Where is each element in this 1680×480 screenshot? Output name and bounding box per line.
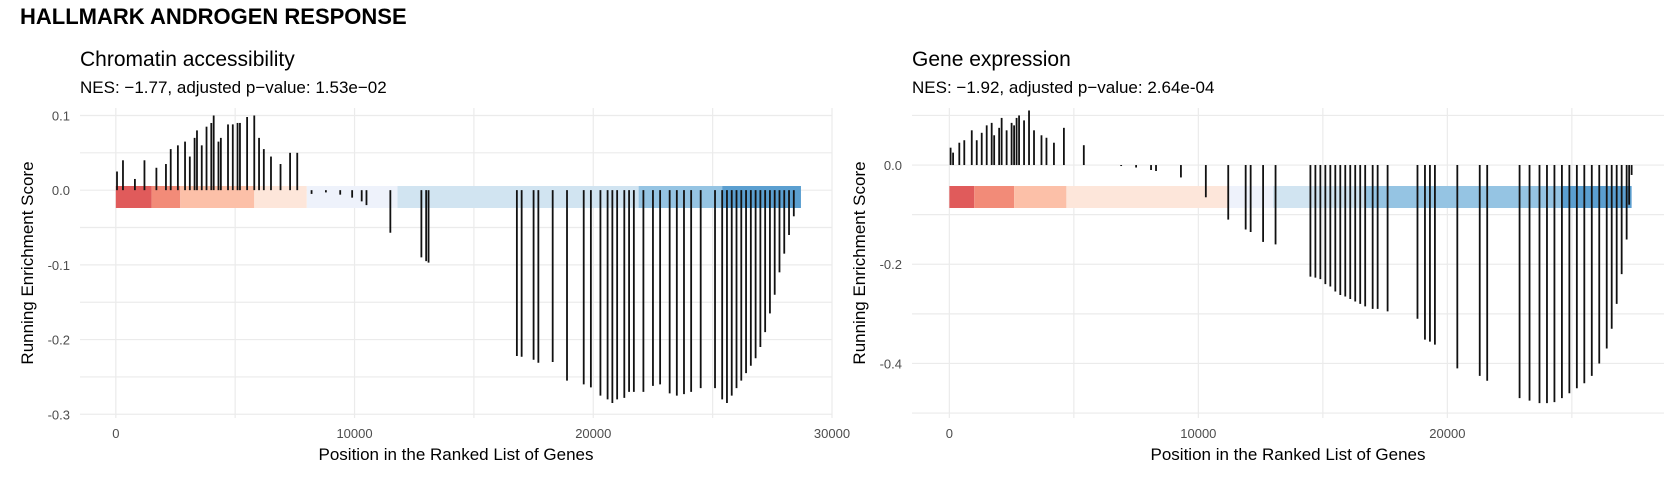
- x-tick-label: 10000: [1180, 426, 1216, 441]
- y-tick-label: -0.3: [48, 407, 70, 422]
- y-tick-label: 0.0: [52, 183, 70, 198]
- rank-band: [1365, 186, 1562, 208]
- x-tick-label: 0: [946, 426, 953, 441]
- figure-title: HALLMARK ANDROGEN RESPONSE: [20, 4, 407, 29]
- rank-band: [254, 186, 307, 208]
- chromatin-accessibility-chart: 0.1 0.0 -0.1 -0.2 -0.3 0 10000 20000 30000 Positi…: [18, 108, 850, 464]
- panel-2-subtitle: NES: −1.92, adjusted p−value: 2.64e-04: [912, 78, 1215, 97]
- rank-band: [1561, 186, 1632, 208]
- rank-band: [1273, 186, 1366, 208]
- y-tick-label: -0.2: [880, 257, 902, 272]
- rank-band: [397, 186, 639, 208]
- y-tick-label: 0.0: [884, 158, 902, 173]
- rank-band: [180, 186, 255, 208]
- x-tick-label: 20000: [575, 426, 611, 441]
- rank-band: [638, 186, 723, 208]
- panel-1-subtitle: NES: −1.77, adjusted p−value: 1.53e−02: [80, 78, 387, 97]
- rank-band: [974, 186, 1015, 208]
- y-tick-label: -0.1: [48, 258, 70, 273]
- rank-band: [115, 186, 152, 208]
- x-tick-label: 20000: [1429, 426, 1465, 441]
- x-tick-label: 0: [112, 426, 119, 441]
- y-tick-label: -0.2: [48, 333, 70, 348]
- x-tick-label: 30000: [814, 426, 850, 441]
- y-tick-label: -0.4: [880, 356, 902, 371]
- rank-band: [1014, 186, 1067, 208]
- panel-1-title: Chromatin accessibility: [80, 48, 295, 71]
- rank-band: [949, 186, 975, 208]
- panel-2-title: Gene expression: [912, 48, 1071, 71]
- y-tick-label: 0.1: [52, 108, 70, 123]
- x-tick-label: 10000: [336, 426, 372, 441]
- rank-band: [1066, 186, 1229, 208]
- y-axis-label: Running Enrichment Score: [18, 161, 37, 364]
- rank-band: [151, 186, 181, 208]
- x-axis-label: Position in the Ranked List of Genes: [319, 445, 594, 464]
- x-axis-label: Position in the Ranked List of Genes: [1151, 445, 1426, 464]
- y-axis-label: Running Enrichment Score: [850, 161, 869, 364]
